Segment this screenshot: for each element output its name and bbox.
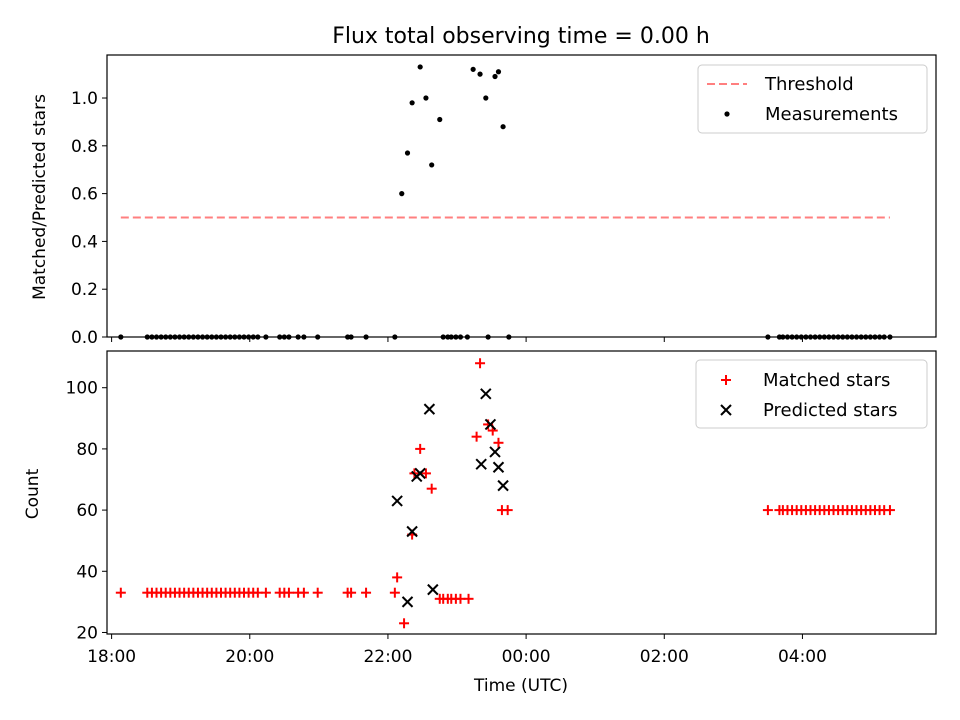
measurement-point bbox=[409, 100, 415, 106]
top-y-tick-label: 0.0 bbox=[71, 328, 98, 348]
matched-star-point bbox=[312, 587, 323, 598]
top-y-tick-label: 1.0 bbox=[71, 89, 98, 109]
x-axis-label: Time (UTC) bbox=[473, 676, 568, 696]
legend-predicted-marker bbox=[720, 404, 732, 416]
measurement-point bbox=[495, 69, 502, 75]
matched-star-point bbox=[762, 505, 773, 516]
bottom-x-axis: 18:00 20:00 22:00 00:00 02:00 04:00 bbox=[87, 634, 827, 667]
predicted-star-point bbox=[475, 458, 487, 470]
predicted-star-point bbox=[406, 525, 418, 538]
top-y-tick-label: 0.6 bbox=[71, 185, 98, 205]
matched-star-point bbox=[115, 587, 126, 598]
measurement-point bbox=[483, 95, 489, 101]
x-tick-label: 02:00 bbox=[640, 647, 689, 667]
matched-star-point bbox=[884, 505, 895, 516]
bottom-y-tick-label: 80 bbox=[76, 440, 98, 460]
matched-star-point bbox=[399, 618, 410, 629]
x-tick-label: 18:00 bbox=[87, 647, 136, 667]
matched-star-point bbox=[283, 587, 294, 598]
bottom-y-tick-label: 60 bbox=[76, 501, 98, 521]
matched-star-point bbox=[389, 587, 400, 598]
bottom-y-tick-label: 100 bbox=[66, 379, 98, 399]
legend-predicted-label: Predicted stars bbox=[763, 400, 897, 421]
predicted-star-point bbox=[480, 388, 492, 400]
matched-star-point bbox=[426, 483, 437, 494]
measurement-point bbox=[437, 116, 443, 123]
top-y-tick-label: 0.4 bbox=[71, 232, 98, 252]
legend-matched-marker bbox=[721, 375, 731, 385]
predicted-star-point bbox=[492, 461, 505, 473]
predicted-star-point bbox=[427, 583, 439, 596]
measurement-point bbox=[423, 95, 429, 101]
top-legend-box bbox=[697, 64, 928, 134]
matched-star-point bbox=[420, 468, 431, 479]
predicted-star-point bbox=[414, 467, 426, 480]
bottom-legend: Matched stars Predicted stars bbox=[695, 359, 928, 429]
predicted-star-point bbox=[401, 596, 414, 608]
bottom-axes-frame bbox=[106, 350, 937, 635]
bottom-plot-area bbox=[115, 358, 895, 629]
top-panel: Flux total observing time = 0.00 h Match… bbox=[30, 24, 937, 348]
matched-star-point bbox=[475, 358, 486, 369]
predicted-star-point bbox=[489, 446, 501, 458]
bottom-legend-box bbox=[695, 359, 928, 429]
matched-star-point bbox=[471, 431, 482, 442]
bottom-panel: Count Time (UTC) 20 40 60 80 100 18:00 20:00 2… bbox=[23, 350, 937, 696]
predicted-star-point bbox=[497, 479, 509, 492]
top-y-axis: 0.0 0.2 0.4 0.6 0.8 1.0 bbox=[71, 89, 107, 348]
x-tick-label: 20:00 bbox=[225, 647, 274, 667]
top-y-tick-label: 0.8 bbox=[71, 137, 98, 157]
x-tick-label: 04:00 bbox=[778, 647, 827, 667]
measurement-point bbox=[399, 191, 405, 197]
top-axes-frame bbox=[106, 54, 937, 338]
top-legend: Threshold Measurements bbox=[697, 64, 928, 134]
matched-star-point bbox=[298, 587, 309, 598]
predicted-star-point bbox=[484, 418, 497, 431]
legend-measurements-label: Measurements bbox=[765, 104, 898, 125]
bottom-y-axis: 20 40 60 80 100 bbox=[66, 379, 107, 643]
bottom-y-axis-label: Count bbox=[23, 468, 43, 519]
x-tick-label: 22:00 bbox=[363, 647, 412, 667]
matched-star-point bbox=[415, 443, 426, 454]
legend-measurements-marker bbox=[724, 111, 730, 117]
measurement-point bbox=[500, 124, 506, 130]
matched-star-point bbox=[346, 587, 357, 598]
x-tick-label: 00:00 bbox=[502, 647, 551, 667]
matched-star-point bbox=[392, 572, 403, 583]
matched-star-point bbox=[260, 587, 271, 598]
top-y-tick-label: 0.2 bbox=[71, 280, 98, 300]
chart-title: Flux total observing time = 0.00 h bbox=[332, 24, 710, 49]
bottom-y-tick-label: 20 bbox=[76, 623, 98, 643]
matched-star-point bbox=[493, 437, 504, 448]
legend-threshold-label: Threshold bbox=[764, 74, 854, 95]
measurement-point bbox=[417, 64, 423, 70]
top-y-axis-label: Matched/Predicted stars bbox=[30, 94, 50, 300]
bottom-y-tick-label: 40 bbox=[76, 562, 98, 582]
predicted-star-point bbox=[423, 403, 436, 415]
matched-star-point bbox=[463, 593, 474, 604]
predicted-star-point bbox=[391, 495, 403, 507]
matched-star-point bbox=[502, 505, 513, 516]
measurement-point bbox=[470, 66, 476, 72]
measurement-point bbox=[492, 73, 498, 80]
matched-star-point bbox=[361, 587, 372, 598]
measurement-point bbox=[404, 150, 411, 156]
measurement-point bbox=[429, 162, 435, 168]
measurement-point bbox=[477, 71, 483, 77]
legend-matched-label: Matched stars bbox=[763, 370, 890, 391]
